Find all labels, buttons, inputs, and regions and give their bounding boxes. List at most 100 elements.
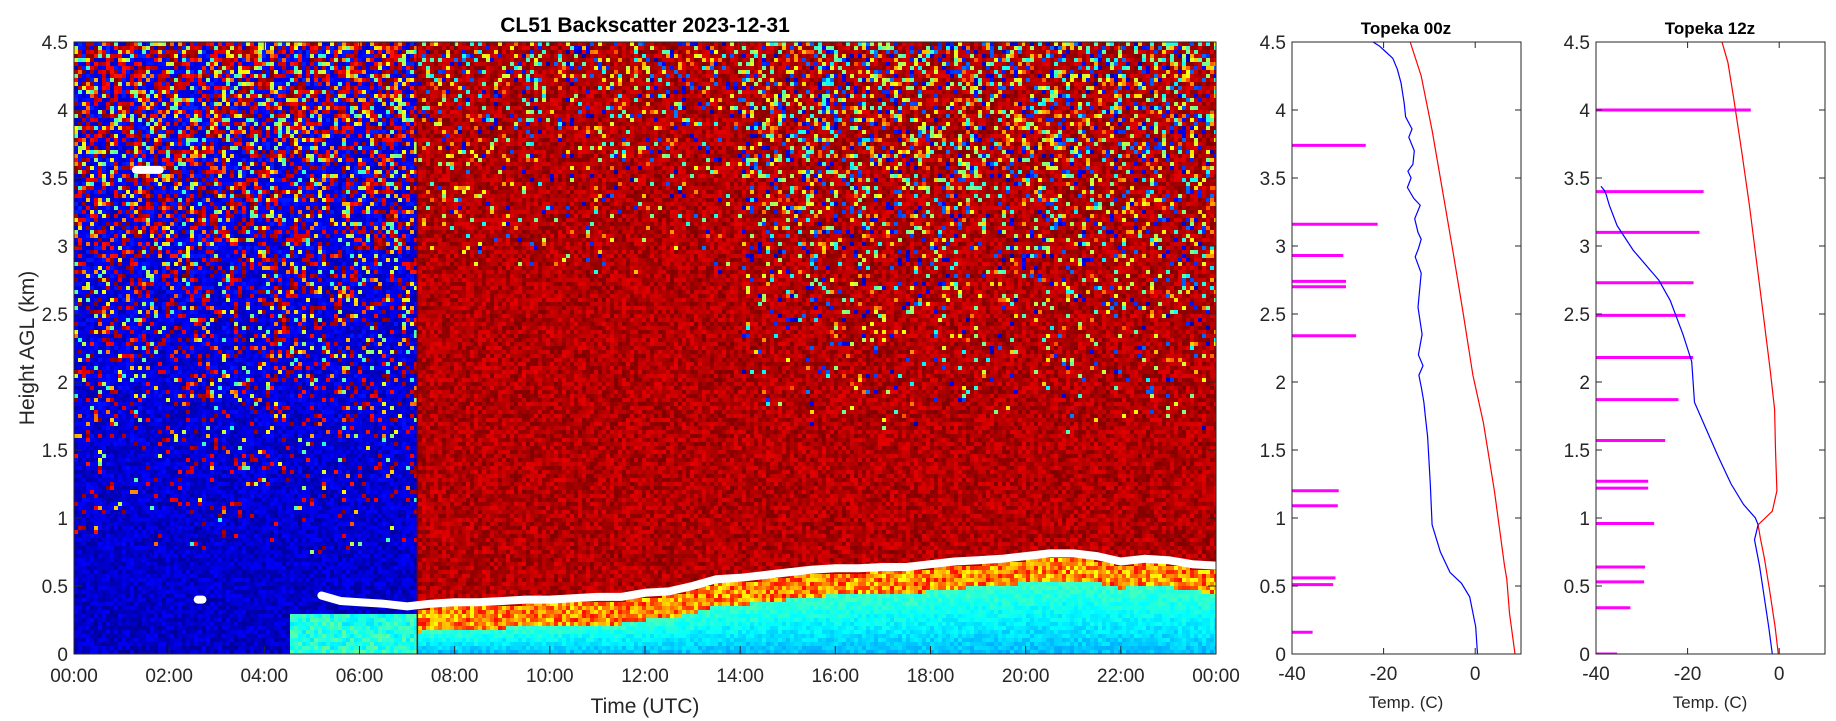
heatmap-cell bbox=[118, 146, 122, 150]
heatmap-cell bbox=[162, 450, 166, 454]
heatmap-cell bbox=[102, 178, 106, 182]
heatmap-cell bbox=[166, 630, 170, 634]
heatmap-cell bbox=[126, 194, 130, 198]
heatmap-cell bbox=[122, 186, 126, 190]
heatmap-cell bbox=[126, 54, 130, 58]
heatmap-cell bbox=[98, 422, 102, 426]
heatmap-cell bbox=[134, 570, 138, 574]
heatmap-cell bbox=[150, 330, 154, 334]
heatmap-cell bbox=[90, 418, 94, 422]
heatmap-cell bbox=[90, 362, 94, 366]
heatmap-cell bbox=[74, 46, 78, 50]
heatmap-cell bbox=[106, 346, 110, 350]
heatmap-cell bbox=[158, 126, 162, 130]
heatmap-cell bbox=[150, 474, 154, 478]
heatmap-cell bbox=[106, 186, 110, 190]
heatmap-cell bbox=[130, 602, 134, 606]
heatmap-cell bbox=[102, 338, 106, 342]
heatmap-cell bbox=[126, 530, 130, 534]
heatmap-cell bbox=[130, 50, 134, 54]
heatmap-cell bbox=[142, 130, 146, 134]
heatmap-cell bbox=[134, 574, 138, 578]
heatmap-cell bbox=[166, 454, 170, 458]
heatmap-cell bbox=[90, 538, 94, 542]
heatmap-cell bbox=[130, 506, 134, 510]
heatmap-cell bbox=[134, 218, 138, 222]
heatmap-cell bbox=[106, 90, 110, 94]
heatmap-cell bbox=[106, 234, 110, 238]
heatmap-cell bbox=[86, 102, 90, 106]
heatmap-cell bbox=[126, 534, 130, 538]
heatmap-cell bbox=[122, 162, 126, 166]
heatmap-cell bbox=[150, 78, 154, 82]
heatmap-cell bbox=[130, 238, 134, 242]
heatmap-cell bbox=[126, 610, 130, 614]
heatmap-cell bbox=[162, 78, 166, 82]
heatmap-cell bbox=[146, 58, 150, 62]
heatmap-cell bbox=[142, 142, 146, 146]
heatmap-cell bbox=[118, 138, 122, 142]
heatmap-cell bbox=[166, 130, 170, 134]
heatmap-cell bbox=[106, 546, 110, 550]
heatmap-cell bbox=[122, 598, 126, 602]
heatmap-cell bbox=[102, 230, 106, 234]
heatmap-cell bbox=[86, 282, 90, 286]
heatmap-cell bbox=[150, 50, 154, 54]
heatmap-cell bbox=[90, 542, 94, 546]
heatmap-cell bbox=[118, 126, 122, 130]
heatmap-cell bbox=[94, 326, 98, 330]
heatmap-cell bbox=[166, 366, 170, 370]
heatmap-cell bbox=[134, 522, 138, 526]
heatmap-cell bbox=[106, 150, 110, 154]
heatmap-cell bbox=[166, 546, 170, 550]
heatmap-cell bbox=[118, 518, 122, 522]
heatmap-cell bbox=[82, 630, 86, 634]
heatmap-cell bbox=[150, 210, 154, 214]
heatmap-cell bbox=[98, 230, 102, 234]
heatmap-cell bbox=[106, 394, 110, 398]
heatmap-cell bbox=[166, 538, 170, 542]
heatmap-cell bbox=[130, 530, 134, 534]
heatmap-cell bbox=[86, 582, 90, 586]
heatmap-cell bbox=[122, 366, 126, 370]
heatmap-cell bbox=[90, 66, 94, 70]
heatmap-cell bbox=[118, 86, 122, 90]
heatmap-cell bbox=[154, 386, 158, 390]
heatmap-cell bbox=[110, 210, 114, 214]
heatmap-cell bbox=[126, 446, 130, 450]
heatmap-cell bbox=[78, 458, 82, 462]
heatmap-cell bbox=[114, 326, 118, 330]
heatmap-cell bbox=[86, 590, 90, 594]
heatmap-cell bbox=[130, 282, 134, 286]
heatmap-cell bbox=[126, 74, 130, 78]
heatmap-cell bbox=[126, 206, 130, 210]
heatmap-cell bbox=[158, 390, 162, 394]
heatmap-cell bbox=[82, 406, 86, 410]
heatmap-cell bbox=[134, 178, 138, 182]
heatmap-cell bbox=[162, 642, 166, 646]
heatmap-cell bbox=[126, 402, 130, 406]
heatmap-cell bbox=[114, 518, 118, 522]
heatmap-cell bbox=[134, 310, 138, 314]
heatmap-cell bbox=[154, 390, 158, 394]
heatmap-cell bbox=[134, 414, 138, 418]
heatmap-cell bbox=[82, 42, 86, 46]
heatmap-cell bbox=[82, 554, 86, 558]
heatmap-cell bbox=[98, 550, 102, 554]
heatmap-cell bbox=[138, 358, 142, 362]
heatmap-cell bbox=[118, 538, 122, 542]
heatmap-cell bbox=[98, 250, 102, 254]
heatmap-cell bbox=[86, 418, 90, 422]
heatmap-cell bbox=[82, 402, 86, 406]
heatmap-cell bbox=[122, 386, 126, 390]
heatmap-cell bbox=[90, 382, 94, 386]
heatmap-cell bbox=[114, 394, 118, 398]
heatmap-cell bbox=[154, 254, 158, 258]
heatmap-cell bbox=[86, 394, 90, 398]
heatmap-cell bbox=[114, 66, 118, 70]
heatmap-cell bbox=[158, 354, 162, 358]
heatmap-cell bbox=[158, 582, 162, 586]
heatmap-cell bbox=[94, 118, 98, 122]
heatmap-cell bbox=[90, 570, 94, 574]
heatmap-cell bbox=[130, 562, 134, 566]
